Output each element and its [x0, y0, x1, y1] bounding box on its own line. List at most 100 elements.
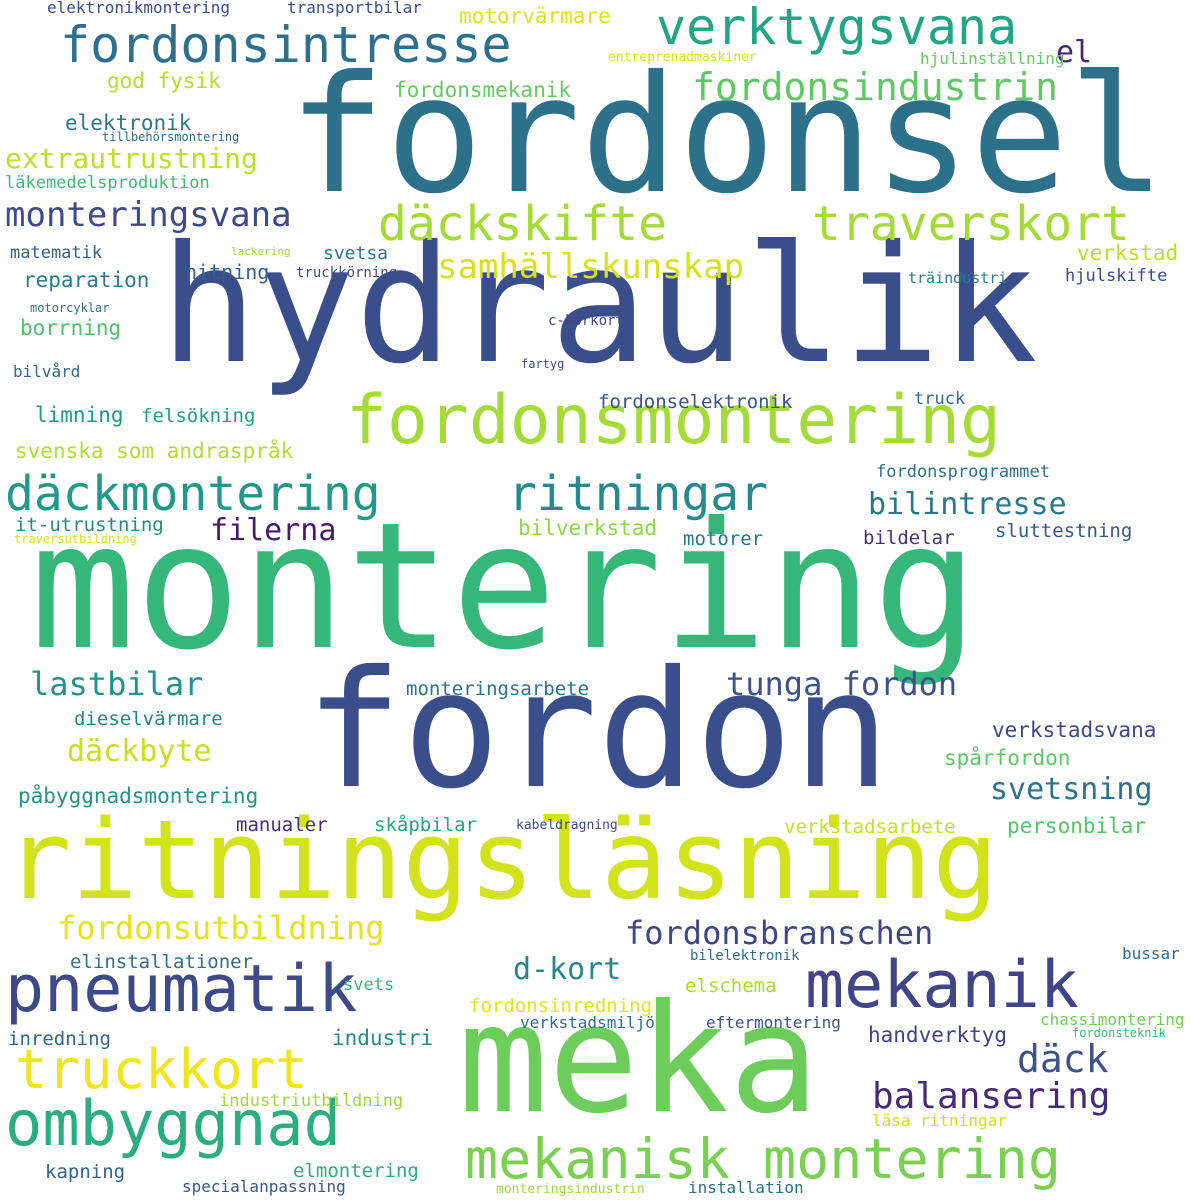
word-cloud-term: tillbehörsmontering	[102, 130, 240, 144]
word-cloud-term: monteringsarbete	[406, 678, 590, 700]
word-cloud-term: chassimontering	[1040, 1010, 1185, 1029]
word-cloud-term: skåpbilar	[374, 814, 477, 836]
word-cloud-term: fordonsintresse	[60, 16, 512, 74]
word-cloud-term: elektronikmontering	[47, 0, 231, 17]
word-cloud-term: fordonsutbildning	[57, 909, 385, 947]
word-cloud-term: bilintresse	[868, 487, 1067, 522]
word-cloud-term: god fysik	[107, 69, 221, 93]
word-cloud-term: hjulinställning	[920, 49, 1065, 68]
word-cloud-term: däckbyte	[67, 734, 212, 769]
word-cloud-term: fordonsteknik	[1072, 1026, 1166, 1040]
word-cloud-term: c-körkort	[548, 313, 624, 329]
word-cloud-term: bussar	[1122, 944, 1180, 963]
word-cloud-term: spårfordon	[944, 746, 1071, 770]
word-cloud-term: specialanpassning	[182, 1177, 346, 1196]
word-cloud-term: motorcyklar	[30, 301, 110, 315]
word-cloud-term: entreprenadmaskiner	[608, 50, 757, 65]
word-cloud-term: elmontering	[293, 1160, 419, 1182]
word-cloud-term: matematik	[10, 243, 103, 263]
word-cloud-term: läsa ritningar	[872, 1111, 1007, 1130]
word-cloud-term: fordonselektronik	[598, 391, 793, 413]
word-cloud-term: eftermontering	[706, 1013, 841, 1032]
word-cloud-term: elschema	[685, 975, 777, 997]
word-cloud-term: däckmontering	[5, 466, 381, 522]
word-cloud-term: truckkörning	[296, 265, 398, 281]
word-cloud-term: truck	[914, 389, 966, 409]
word-cloud-term: monteringsindustrin	[496, 1182, 645, 1197]
word-cloud-term: kabeldragning	[516, 818, 618, 833]
word-cloud-term: fordonsinredning	[469, 995, 653, 1017]
word-cloud-term: elektronik	[65, 111, 192, 135]
word-cloud-term: svets	[343, 975, 395, 995]
word-cloud-term: motorvärmare	[459, 4, 611, 28]
word-cloud-term: inredning	[8, 1028, 111, 1050]
word-cloud-term: bildelar	[863, 527, 955, 549]
word-cloud-term: ombyggnad	[5, 1087, 341, 1160]
word-cloud-term: motorer	[683, 528, 764, 550]
word-cloud-term: verktygsvana	[656, 0, 1018, 56]
word-cloud-term: industriutbildning	[219, 1091, 404, 1111]
word-cloud-term: el	[1056, 35, 1093, 70]
word-cloud-term: fordonsmekanik	[394, 78, 572, 102]
word-cloud-term: lackering	[231, 245, 291, 258]
word-cloud-term: påbyggnadsmontering	[18, 784, 259, 808]
word-cloud-term: limning	[35, 403, 124, 427]
word-cloud-term: personbilar	[1007, 814, 1147, 838]
word-cloud-term: truckkort	[15, 1038, 308, 1101]
word-cloud-term: extrautrustning	[5, 142, 258, 175]
word-cloud-term: reparation	[23, 268, 150, 292]
word-cloud-term: fordonsmontering	[346, 381, 1002, 460]
word-cloud-term: däck	[1017, 1037, 1109, 1081]
word-cloud-term: borrning	[20, 316, 122, 340]
word-cloud-term: transportbilar	[287, 0, 422, 17]
word-cloud-term: fordonsindustrin	[692, 65, 1059, 109]
word-cloud-term: bilvård	[13, 362, 81, 381]
word-cloud-term: meka	[458, 973, 820, 1147]
word-cloud-term: tunga fordon	[726, 665, 958, 703]
word-cloud-term: fordonsbranschen	[625, 914, 934, 952]
word-cloud-term: däckskifte	[378, 196, 667, 252]
word-cloud-term: filerna	[210, 513, 337, 548]
word-cloud-term: dieselvärmare	[74, 708, 223, 730]
word-cloud-term: manualer	[236, 814, 328, 836]
word-cloud-term: verkstadsmiljö	[520, 1013, 655, 1032]
word-cloud-term: läkemedelsproduktion	[5, 173, 210, 193]
word-cloud-term: d-kort	[513, 952, 622, 987]
word-cloud-term: fordonsel	[288, 42, 1166, 230]
word-cloud-term: ritningsläsning	[5, 796, 999, 924]
word-cloud-term: industri	[332, 1026, 434, 1050]
word-cloud-term: kapning	[45, 1161, 126, 1183]
word-cloud-term: bilverkstad	[518, 516, 658, 540]
word-cloud-term: mekanik	[805, 948, 1079, 1023]
word-cloud-term: verkstad	[1077, 241, 1179, 265]
word-cloud-term: sluttestning	[995, 520, 1133, 542]
word-cloud-term: fordonsprogrammet	[876, 462, 1050, 482]
word-cloud-term: lastbilar	[30, 665, 204, 703]
word-cloud-term: felsökning	[141, 405, 256, 427]
word-cloud-term: svetsa	[323, 243, 389, 264]
word-cloud-term: installation	[688, 1178, 804, 1197]
word-cloud-term: verkstadsarbete	[784, 816, 956, 838]
word-cloud-term: traverskort	[812, 196, 1130, 252]
word-cloud-term: handverktyg	[868, 1023, 1008, 1047]
word-cloud-term: svetsning	[990, 772, 1153, 807]
word-cloud-term: träindustri	[908, 269, 1008, 287]
word-cloud-term: ritningar	[508, 466, 769, 522]
word-cloud-term: verkstadsvana	[992, 718, 1157, 742]
word-cloud-term: it-utrustning	[15, 514, 164, 536]
word-cloud-term: samhällskunskap	[437, 247, 745, 287]
word-cloud-term: mekanisk montering	[465, 1127, 1062, 1191]
word-cloud-term: balansering	[872, 1076, 1111, 1117]
word-cloud-term: hydraulik	[160, 212, 1038, 400]
word-cloud-term: traversutbildning	[14, 532, 137, 546]
word-cloud-term: pneumatik	[5, 952, 358, 1027]
word-cloud-term: hjulskifte	[1065, 266, 1168, 286]
word-cloud-term: fartyg	[521, 357, 565, 371]
word-cloud-term: svenska som andraspråk	[15, 439, 294, 463]
word-cloud-term: monteringsvana	[5, 195, 292, 235]
word-cloud-term: montering	[30, 486, 979, 689]
word-cloud-term: fordon	[305, 637, 891, 825]
word-cloud-term: elinstallationer	[70, 951, 254, 973]
word-cloud-term: nitning	[185, 260, 270, 284]
